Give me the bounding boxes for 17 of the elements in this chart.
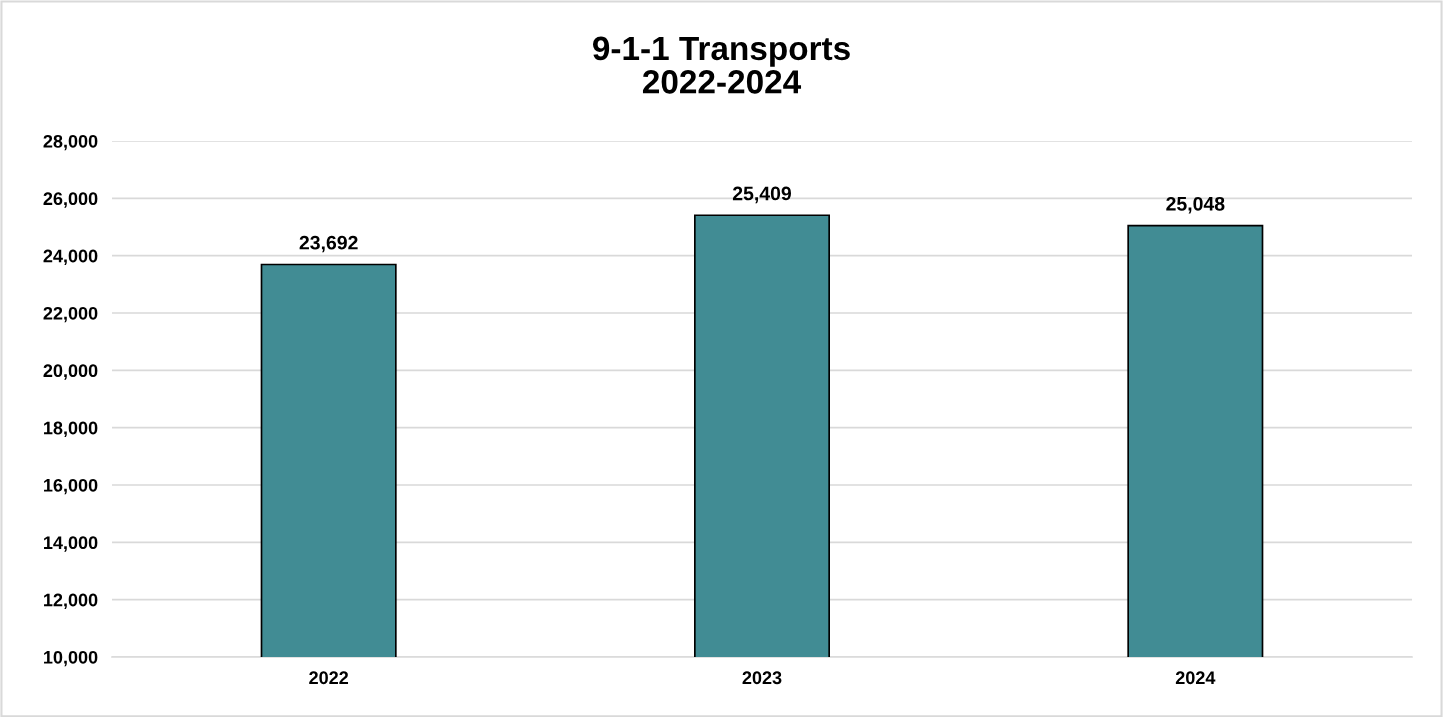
y-tick-label: 12,000	[44, 593, 98, 609]
y-tick-label: 10,000	[44, 650, 98, 667]
data-label: 25,048	[1166, 196, 1225, 214]
x-tick-label: 2024	[1175, 671, 1216, 685]
y-tick-label: 18,000	[44, 421, 98, 437]
y-tick-label: 16,000	[44, 478, 98, 495]
y-tick-label: 14,000	[44, 536, 98, 552]
y-tick-label: 26,000	[43, 192, 98, 208]
data-label: 23,692	[299, 235, 358, 253]
y-tick-label: 22,000	[43, 306, 98, 323]
y-tick-label: 24,000	[43, 249, 98, 265]
chart-title: 9-1-1 Transports 2022-2024	[592, 36, 850, 94]
x-tick-label: 2022	[309, 671, 349, 685]
data-label: 25,409	[732, 186, 792, 204]
y-tick-label: 20,000	[43, 364, 98, 380]
x-tick-label: 2023	[742, 671, 782, 685]
y-tick-label: 28,000	[43, 134, 98, 151]
